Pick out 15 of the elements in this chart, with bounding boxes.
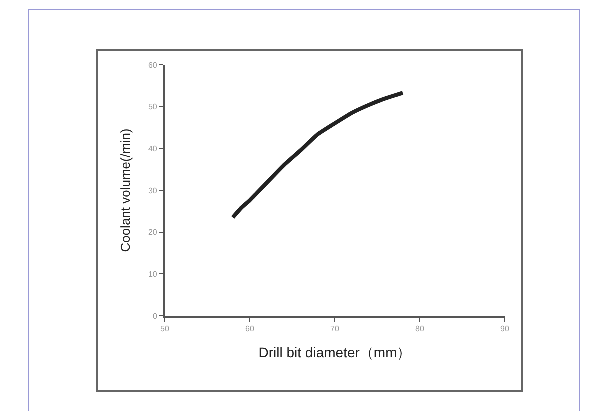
y-tick-label: 50 bbox=[148, 102, 158, 112]
y-tick-label: 20 bbox=[148, 228, 158, 238]
x-tick-label: 90 bbox=[500, 324, 510, 334]
x-tick-label: 70 bbox=[330, 324, 340, 334]
x-tick-label: 50 bbox=[160, 324, 170, 334]
y-axis-title: Coolant volume(/min) bbox=[118, 128, 133, 252]
y-tick-label: 0 bbox=[152, 312, 158, 321]
x-tick-label: 80 bbox=[416, 324, 425, 334]
y-tick-label: 40 bbox=[148, 144, 158, 154]
x-tick-label: 60 bbox=[246, 324, 255, 334]
y-tick-label: 30 bbox=[148, 186, 158, 196]
line-series bbox=[231, 91, 405, 220]
y-tick-label: 60 bbox=[148, 60, 158, 70]
y-tick-label: 10 bbox=[148, 270, 158, 279]
x-axis-title: Drill bit diameter（mm） bbox=[258, 344, 412, 360]
